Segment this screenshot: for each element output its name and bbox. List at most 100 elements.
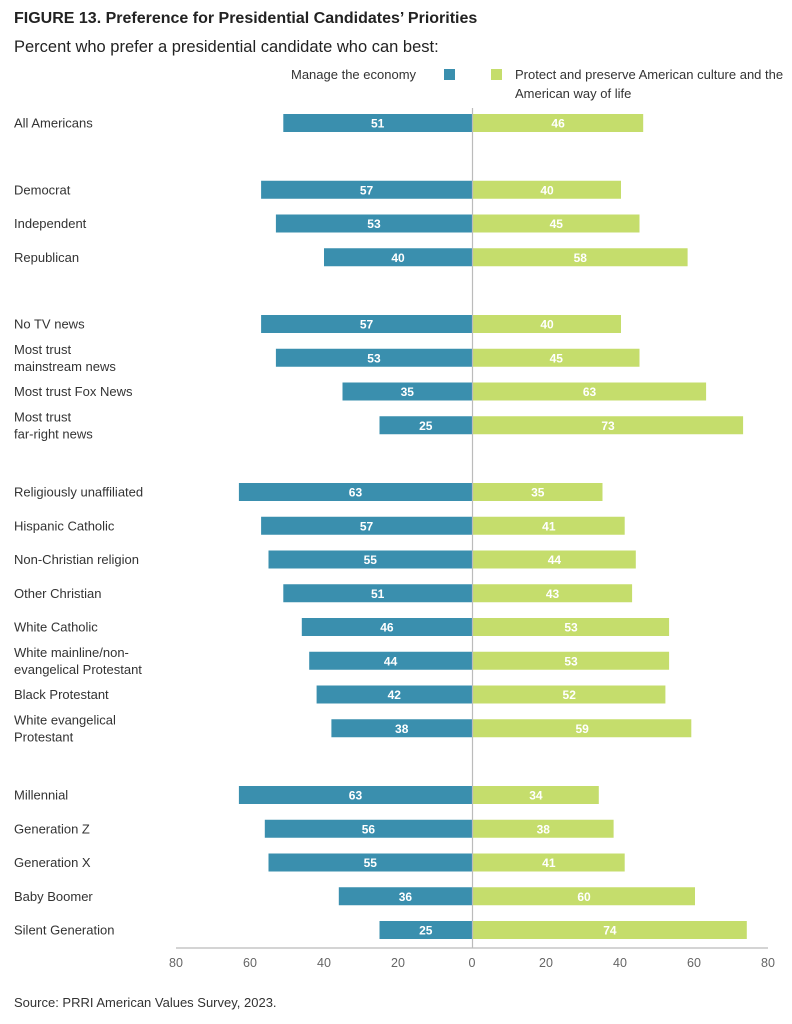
value-label-culture: 52 (563, 688, 577, 702)
category-label: Other Christian (14, 586, 101, 601)
bar-economy (324, 248, 472, 267)
value-label-culture: 73 (601, 419, 615, 433)
value-label-culture: 63 (583, 385, 597, 399)
value-label-culture: 40 (540, 183, 554, 197)
value-label-economy: 53 (367, 351, 381, 365)
value-label-economy: 35 (401, 385, 415, 399)
bar-economy (342, 382, 472, 401)
value-label-economy: 55 (364, 856, 378, 870)
value-label-economy: 44 (384, 654, 398, 668)
category-label: Independent (14, 216, 87, 231)
category-label: No TV news (14, 317, 85, 332)
x-tick-label: 40 (613, 956, 627, 970)
x-tick-label: 20 (539, 956, 553, 970)
x-tick-label: 40 (317, 956, 331, 970)
bar-economy (379, 416, 472, 435)
bar-culture (473, 214, 640, 233)
value-label-economy: 25 (419, 419, 433, 433)
bar-culture (473, 315, 621, 333)
value-label-economy: 57 (360, 519, 374, 533)
category-label: White mainline/non-evangelical Protestan… (14, 645, 142, 677)
value-label-culture: 45 (550, 351, 564, 365)
bar-economy (268, 853, 472, 872)
category-label: White evangelical Protestant (14, 712, 116, 744)
value-label-economy: 25 (419, 924, 433, 938)
x-tick-label: 60 (687, 956, 701, 970)
bar-culture (473, 248, 688, 267)
bar-economy (301, 618, 472, 636)
bar-economy (338, 887, 472, 906)
value-label-economy: 42 (388, 688, 402, 702)
value-label-culture: 43 (546, 587, 560, 601)
bar-culture (473, 618, 670, 636)
legend-economy-swatch (444, 69, 455, 80)
bar-economy (309, 651, 472, 670)
bar-culture (473, 719, 692, 738)
value-label-economy: 63 (349, 486, 363, 500)
value-label-culture: 74 (603, 924, 617, 938)
value-label-culture: 38 (537, 822, 551, 836)
value-label-economy: 36 (399, 890, 413, 904)
legend-culture-swatch (491, 69, 502, 80)
value-label-culture: 53 (564, 621, 578, 635)
value-label-culture: 35 (531, 486, 545, 500)
value-label-culture: 41 (542, 856, 556, 870)
value-label-economy: 57 (360, 183, 374, 197)
value-label-culture: 45 (550, 217, 564, 231)
bar-economy (261, 516, 472, 535)
x-tick-label: 20 (391, 956, 405, 970)
bar-culture (473, 651, 670, 670)
category-label: Generation Z (14, 821, 90, 836)
bar-economy (261, 315, 472, 333)
category-label: Baby Boomer (14, 889, 93, 904)
bar-culture (473, 180, 621, 199)
category-label: All Americans (14, 116, 93, 131)
category-label: Most trust Fox News (14, 384, 133, 399)
value-label-culture: 46 (551, 117, 565, 131)
bar-culture (473, 853, 625, 872)
source-note: Source: PRRI American Values Survey, 202… (14, 995, 277, 1010)
value-label-economy: 51 (371, 117, 385, 131)
value-label-economy: 57 (360, 318, 374, 332)
bar-culture (473, 887, 695, 906)
bar-culture (473, 416, 744, 435)
x-tick-label: 0 (469, 956, 476, 970)
value-label-culture: 40 (540, 318, 554, 332)
x-tick-label: 80 (761, 956, 775, 970)
bar-economy (379, 921, 472, 939)
value-label-culture: 44 (548, 553, 562, 567)
bar-culture (473, 584, 633, 603)
bar-economy (238, 483, 472, 501)
bar-culture (473, 550, 636, 569)
value-label-culture: 59 (575, 722, 589, 736)
bar-culture (473, 921, 747, 939)
value-label-culture: 60 (577, 890, 591, 904)
category-label: Religiously unaffiliated (14, 485, 143, 500)
category-label: Democrat (14, 182, 71, 197)
category-label: Millennial (14, 788, 68, 803)
value-label-economy: 55 (364, 553, 378, 567)
bar-economy (283, 114, 472, 132)
value-label-economy: 56 (362, 822, 376, 836)
legend-culture-label: Protect and preserve American culture an… (515, 67, 784, 101)
bar-economy (316, 685, 472, 704)
value-label-economy: 51 (371, 587, 385, 601)
x-tick-label: 80 (169, 956, 183, 970)
value-label-economy: 38 (395, 722, 409, 736)
category-label: Black Protestant (14, 687, 109, 702)
bar-economy (261, 180, 472, 199)
bar-culture (473, 516, 625, 535)
bar-economy (331, 719, 472, 738)
bar-economy (275, 348, 472, 367)
value-label-culture: 34 (529, 789, 543, 803)
bar-culture (473, 114, 644, 132)
value-label-economy: 46 (380, 621, 394, 635)
category-label: Most trust far-right news (14, 409, 93, 441)
category-label: Hispanic Catholic (14, 518, 115, 533)
figure-title: FIGURE 13. Preference for Presidential C… (14, 10, 478, 27)
value-label-economy: 63 (349, 789, 363, 803)
value-label-culture: 41 (542, 519, 556, 533)
category-label: Generation X (14, 855, 91, 870)
figure-subtitle: Percent who prefer a presidential candid… (14, 38, 439, 56)
